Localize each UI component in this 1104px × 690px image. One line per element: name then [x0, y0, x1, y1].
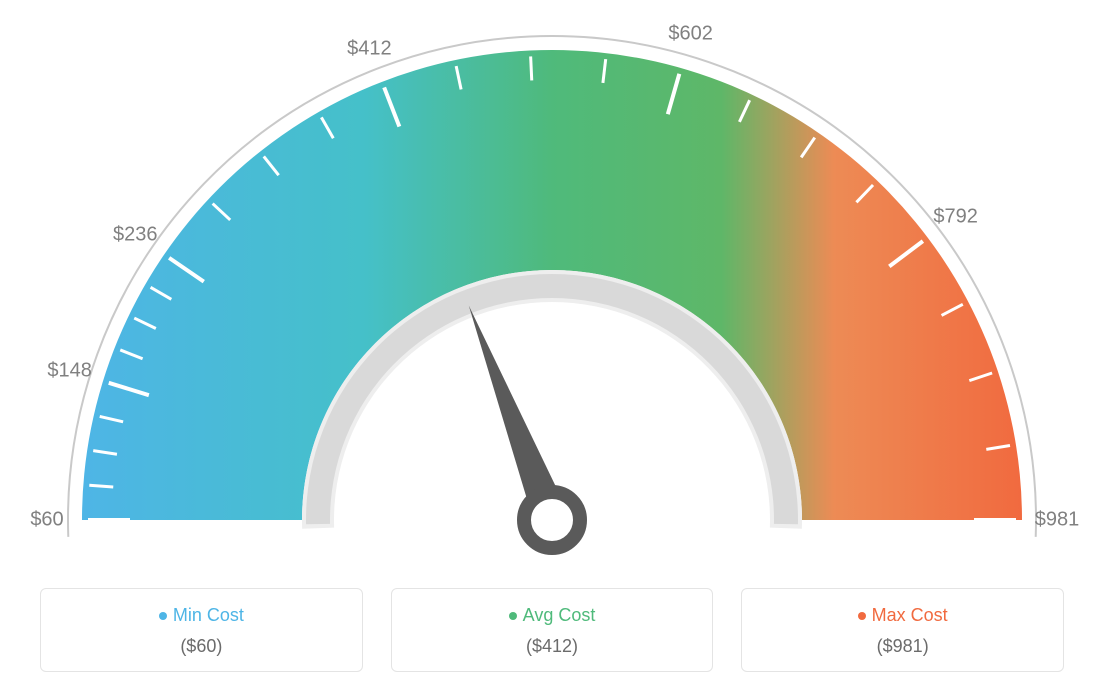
gauge-tick-label: $236: [113, 223, 158, 246]
legend-row: Min Cost ($60) Avg Cost ($412) Max Cost …: [40, 588, 1064, 672]
legend-title-min: Min Cost: [51, 605, 352, 626]
legend-label-min: Min Cost: [173, 605, 244, 625]
gauge-tick-label: $602: [668, 23, 713, 46]
legend-value-max: ($981): [752, 636, 1053, 657]
gauge-tick-label: $60: [30, 509, 63, 532]
legend-card-min: Min Cost ($60): [40, 588, 363, 672]
legend-title-avg: Avg Cost: [402, 605, 703, 626]
legend-value-avg: ($412): [402, 636, 703, 657]
legend-dot-min: [159, 612, 167, 620]
gauge-tick-label: $792: [933, 205, 978, 228]
gauge-chart: $60 $148 $236 $412 $602 $792 $981: [0, 0, 1104, 560]
legend-dot-max: [858, 612, 866, 620]
legend-label-max: Max Cost: [872, 605, 948, 625]
legend-card-max: Max Cost ($981): [741, 588, 1064, 672]
legend-label-avg: Avg Cost: [523, 605, 596, 625]
legend-card-avg: Avg Cost ($412): [391, 588, 714, 672]
legend-title-max: Max Cost: [752, 605, 1053, 626]
gauge-tick-label: $148: [47, 359, 92, 382]
legend-dot-avg: [509, 612, 517, 620]
gauge-tick-label: $981: [1035, 509, 1080, 532]
legend-value-min: ($60): [51, 636, 352, 657]
gauge-svg: [0, 0, 1104, 560]
gauge-tick-label: $412: [347, 38, 392, 61]
